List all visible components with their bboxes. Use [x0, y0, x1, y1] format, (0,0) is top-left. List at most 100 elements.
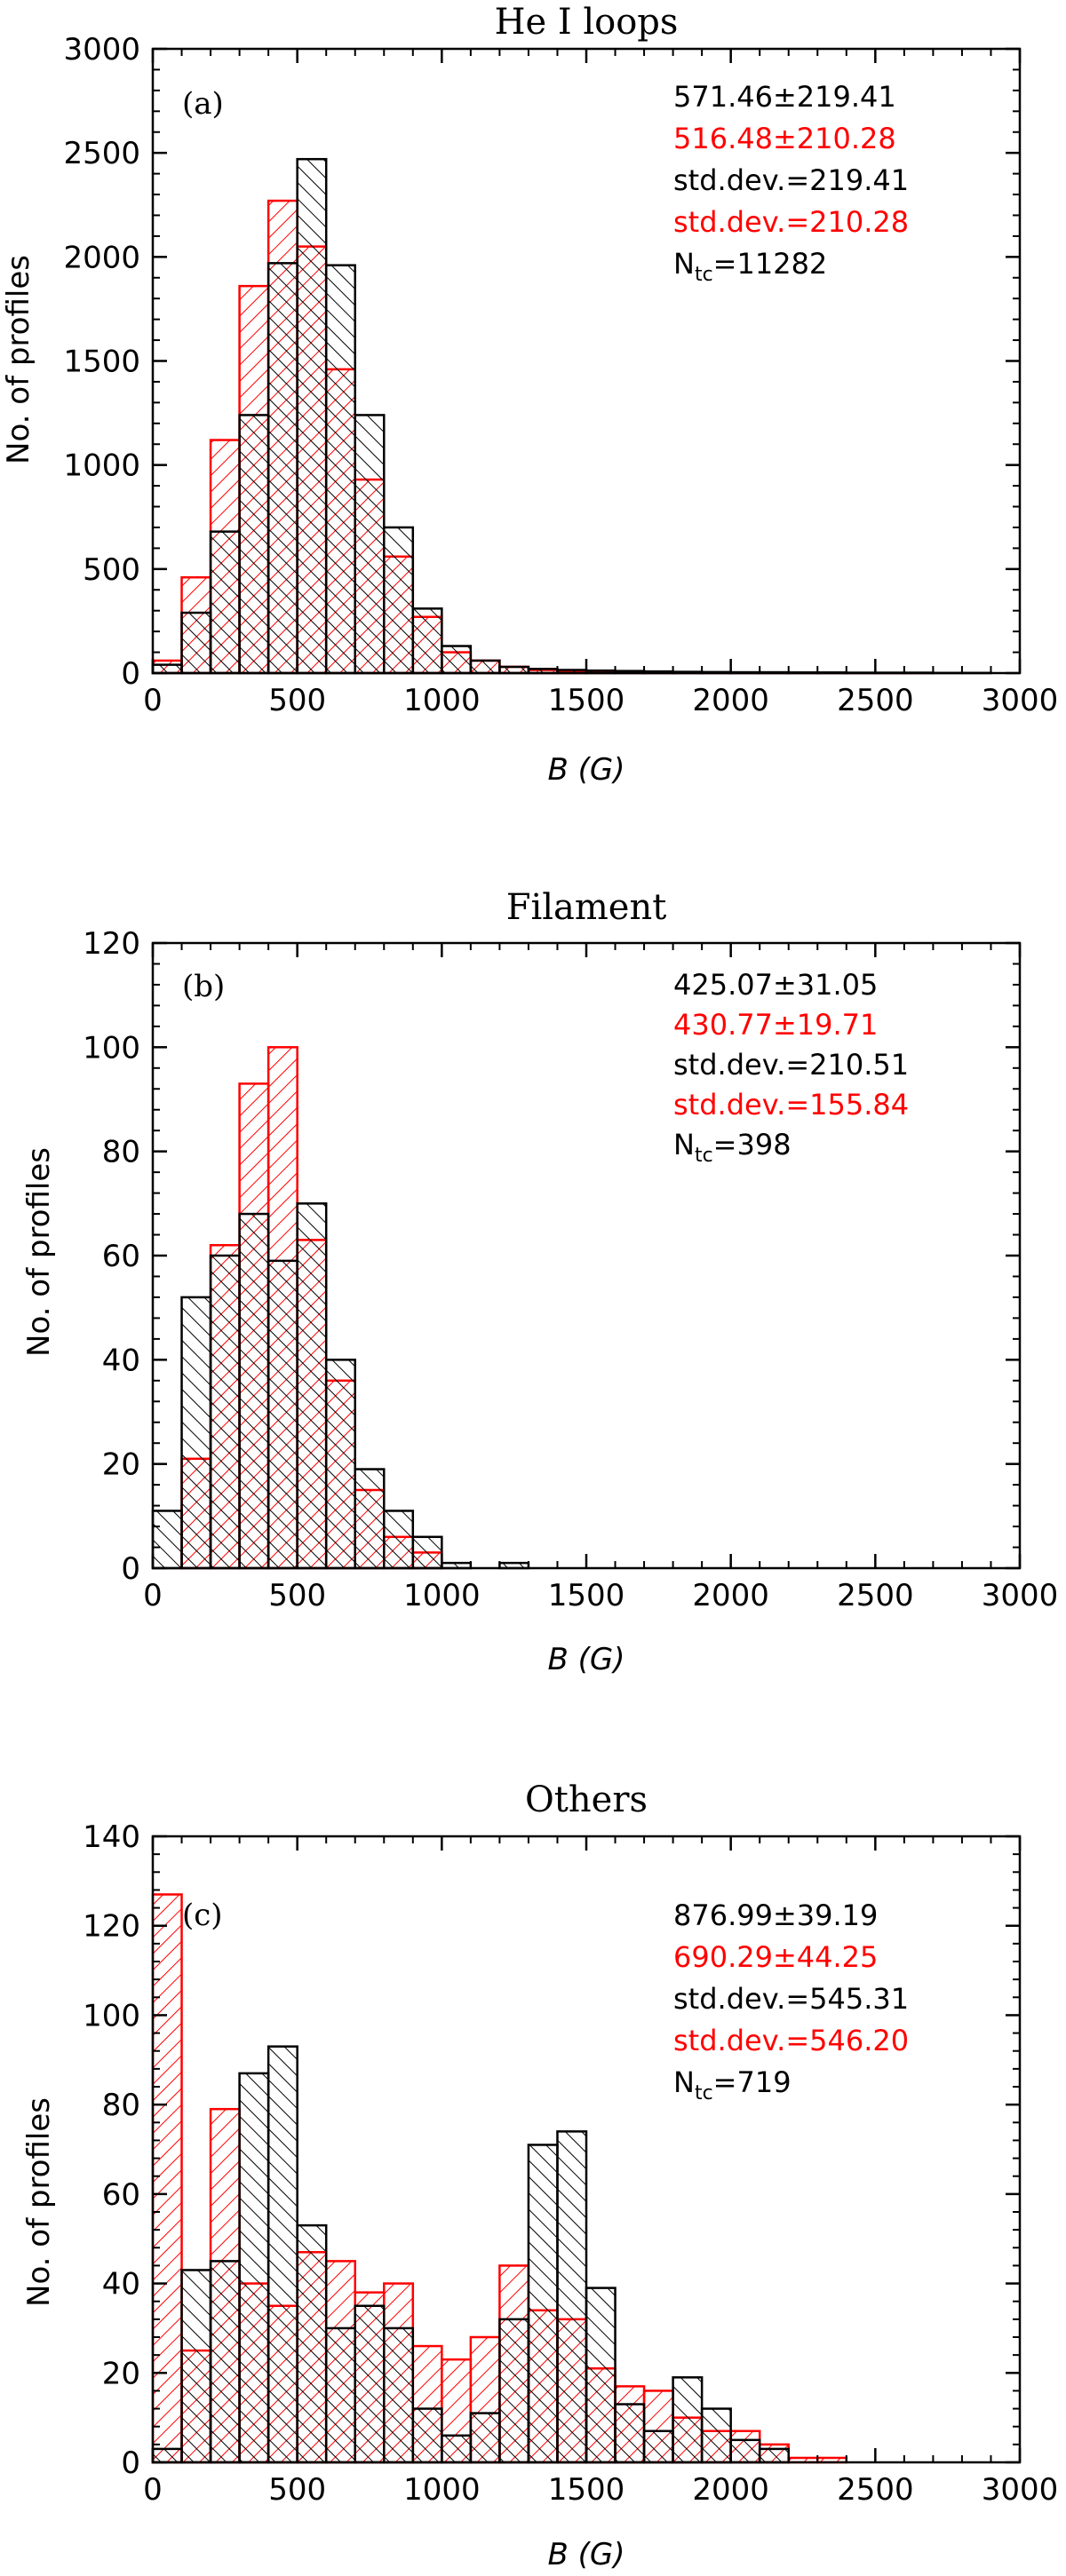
bar-black-c: [614, 2403, 646, 2464]
bar-black-c: [383, 2326, 415, 2464]
y-axis-label-c: No. of profiles: [21, 2097, 57, 2307]
x-tick-label-a: 500: [268, 683, 326, 718]
bar-black-c: [180, 2269, 212, 2464]
bar-black-b: [238, 1212, 270, 1570]
bar-black-c: [585, 2287, 617, 2464]
panel-label-c: (c): [182, 1898, 223, 1933]
y-tick-label-c: 20: [102, 2356, 140, 2391]
bar-black-c: [209, 2260, 241, 2464]
stats-block-b: 425.07±31.05 430.77±19.71 std.dev.=210.5…: [673, 968, 909, 1167]
y-tick-label-c: 120: [83, 1909, 140, 1945]
x-tick-label-a: 1500: [548, 683, 625, 718]
stat-mean-black-a: 571.46±219.41: [673, 80, 896, 114]
series-black-b: [151, 1202, 530, 1570]
bar-black-c: [700, 2407, 732, 2464]
panel-label-b: (b): [182, 969, 225, 1004]
bar-black-c: [642, 2429, 674, 2464]
ntc-value-c: =719: [713, 2065, 792, 2099]
y-tick-label-b: 80: [102, 1135, 140, 1170]
x-tick-label-b: 2000: [692, 1578, 769, 1613]
panel-label-a: (a): [182, 86, 224, 122]
stat-mean-black-b: 425.07±31.05: [673, 968, 878, 1002]
stat-mean-red-c: 690.29±44.25: [673, 1940, 878, 1974]
bar-black-c: [441, 2434, 473, 2464]
bar-black-a: [354, 414, 386, 675]
bar-black-b: [354, 1468, 386, 1570]
y-tick-label-b: 20: [102, 1447, 140, 1483]
bar-black-a: [411, 607, 443, 675]
stat-std-black-a: std.dev.=219.41: [673, 163, 909, 197]
bar-black-a: [238, 414, 270, 675]
stat-std-red-b: std.dev.=155.84: [673, 1088, 909, 1122]
stat-mean-red-b: 430.77±19.71: [673, 1008, 878, 1042]
stat-ntc-a: Ntc=11282: [673, 247, 827, 286]
stat-std-red-a: std.dev.=210.28: [673, 205, 909, 239]
y-tick-label-c: 40: [102, 2267, 140, 2303]
x-tick-label-c: 1500: [548, 2472, 625, 2508]
y-tick-label-c: 0: [121, 2445, 140, 2481]
y-tick-label-b: 60: [102, 1239, 140, 1274]
bar-black-a: [469, 659, 501, 675]
chart-title-b: Filament: [506, 887, 667, 928]
bar-black-c: [556, 2130, 588, 2464]
y-tick-label-c: 60: [102, 2177, 140, 2213]
ntc-value-b: =398: [713, 1128, 792, 1161]
x-tick-label-b: 2500: [837, 1578, 914, 1613]
bar-black-c: [266, 2045, 298, 2464]
bar-black-c: [151, 2447, 183, 2464]
ntc-label-a: N: [673, 247, 695, 281]
y-tick-label-a: 2000: [63, 240, 140, 275]
y-tick-label-a: 0: [121, 656, 140, 692]
y-tick-label-b: 0: [121, 1551, 140, 1587]
panel-filament: Filament 0 500 1000 1500 2000 2500 3000 0 20 40 60…: [21, 887, 1058, 1677]
ntc-sub-c: tc: [695, 2082, 713, 2104]
bar-black-a: [266, 262, 298, 675]
bar-black-b: [296, 1202, 328, 1570]
x-tick-label-c: 0: [143, 2472, 163, 2508]
bar-black-a: [383, 526, 415, 675]
bar-black-c: [758, 2447, 790, 2464]
bar-black-c: [469, 2412, 501, 2464]
y-axis-label-b: No. of profiles: [21, 1147, 57, 1357]
x-axis-label-a: B (G): [547, 752, 624, 788]
x-tick-label-c: 1000: [403, 2472, 481, 2508]
stats-block-c: 876.99±39.19 690.29±44.25 std.dev.=545.3…: [673, 1898, 909, 2104]
y-tick-label-a: 1000: [63, 448, 140, 484]
plot-area-a: 0 500 1000 1500 2000 2500 3000 0 500 1000 1500 2000…: [63, 32, 1058, 718]
stat-mean-black-c: 876.99±39.19: [673, 1898, 878, 1932]
x-tick-label-c: 2500: [837, 2472, 914, 2508]
y-tick-label-b: 120: [83, 926, 140, 962]
x-tick-label-c: 500: [268, 2472, 326, 2508]
series-black-c: [151, 2045, 790, 2464]
stat-ntc-b: Ntc=398: [673, 1128, 792, 1167]
bar-black-b: [151, 1510, 183, 1570]
panel-he-loops: He I loops 0 500 1000 1500 2000 2500 3000 0 500 1…: [1, 2, 1058, 788]
panel-others: Others 0 500 1000 1500 2000 2500 3000 0 20 40 60 80…: [21, 1779, 1058, 2572]
ntc-value-a: =11282: [713, 247, 828, 281]
chart-title-a: He I loops: [495, 2, 679, 43]
bar-black-b: [209, 1254, 241, 1570]
x-tick-label-a: 1000: [403, 683, 481, 718]
plot-area-b: 0 500 1000 1500 2000 2500 3000 0 20 40 60 80 100 120: [83, 926, 1058, 1613]
y-tick-label-c: 100: [83, 1998, 140, 2033]
ntc-label-c: N: [673, 2065, 695, 2099]
bar-black-a: [441, 645, 473, 675]
y-tick-label-a: 3000: [63, 32, 140, 67]
bar-black-c: [324, 2326, 356, 2464]
bar-black-a: [296, 157, 328, 675]
x-axis-label-b: B (G): [547, 1642, 624, 1677]
x-tick-label-b: 1500: [548, 1578, 625, 1613]
y-tick-label-a: 2500: [63, 136, 140, 171]
bar-black-b: [324, 1359, 356, 1570]
ntc-sub-a: tc: [695, 264, 713, 286]
x-tick-label-b: 0: [143, 1578, 163, 1613]
bar-black-a: [151, 663, 183, 675]
ntc-sub-b: tc: [695, 1145, 713, 1167]
x-tick-label-b: 1000: [403, 1578, 481, 1613]
stat-mean-red-a: 516.48±210.28: [673, 122, 896, 155]
stat-std-black-b: std.dev.=210.51: [673, 1048, 909, 1082]
x-tick-label-a: 2500: [837, 683, 914, 718]
bar-black-c: [729, 2438, 761, 2464]
stat-std-red-c: std.dev.=546.20: [673, 2024, 909, 2057]
